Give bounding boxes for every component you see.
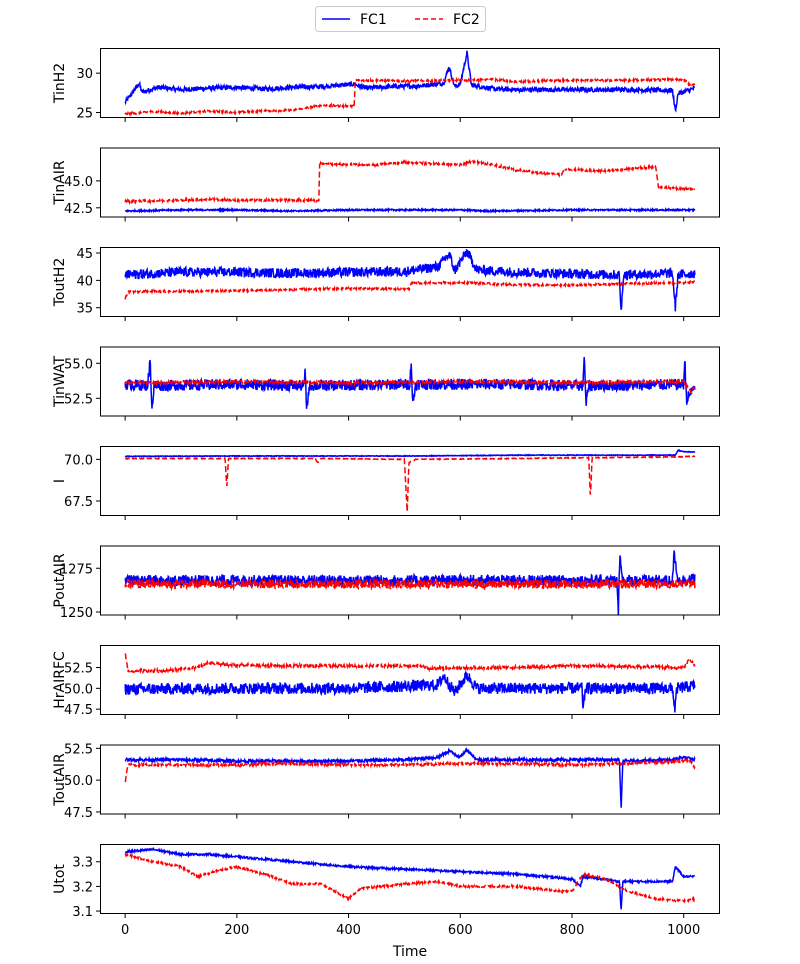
series-line-fc2 [124, 852, 696, 904]
y-tick-label: 3.2 [72, 880, 93, 895]
series-line-fc2 [124, 279, 696, 300]
series-line-fc2 [124, 653, 696, 676]
axes-frame [100, 48, 720, 118]
legend: FC1 FC2 [315, 6, 486, 32]
axes-frame [100, 844, 720, 914]
series-line-fc1 [124, 550, 696, 616]
y-axis-label-tinair: TinAIR [52, 160, 68, 206]
subplot-stack: 2530TinH242.545.0TinAIR354045ToutH252.55… [52, 48, 720, 938]
y-axis-label-hrairfc: HrAIRFC [52, 651, 68, 709]
series-line-fc2 [124, 455, 696, 512]
series-line-fc1 [124, 846, 695, 910]
y-axis-label-poutair: PoutAIR [52, 553, 68, 608]
subplot-touth2: 35 40 45 ToutH2 [52, 247, 720, 321]
x-tick-label: 600 [448, 923, 473, 938]
y-tick-label: 40 [76, 274, 93, 289]
axes-frame [100, 147, 720, 218]
series-line-fc2 [124, 757, 696, 783]
y-tick-label: 47.5 [64, 703, 93, 718]
series-line-fc2 [124, 377, 696, 395]
y-tick-label: 1250 [60, 606, 93, 621]
y-tick-label: 47.5 [64, 806, 93, 821]
x-axis-label: Time [392, 944, 427, 960]
subplot-utot: 3.1 3.2 3.3 Utot 0 200 400 600 800 1000 [52, 844, 720, 938]
x-tick-label: 200 [224, 923, 249, 938]
y-tick-label: 30 [76, 67, 93, 82]
y-axis-label-utot: Utot [52, 864, 68, 894]
series-line-fc1 [124, 448, 696, 458]
series-line-fc2 [124, 158, 696, 206]
series-line-fc1 [124, 248, 696, 312]
y-tick-label: 45 [76, 247, 93, 262]
y-axis-label-i: I [52, 479, 68, 483]
subplot-i: 67.5 70.0 I [52, 446, 720, 520]
axes-frame [100, 645, 720, 715]
y-tick-label: 50.0 [64, 682, 93, 697]
y-tick-label: 3.1 [72, 905, 93, 920]
x-tick-label: 1000 [667, 923, 700, 938]
y-tick-label: 1275 [60, 562, 93, 577]
y-tick-label: 25 [76, 106, 93, 121]
y-axis-label-tinwat: TinWAT [52, 356, 68, 408]
x-tick-label: 0 [121, 923, 129, 938]
y-axis-label-touth2: ToutH2 [52, 258, 68, 308]
x-tick-label: 800 [560, 923, 585, 938]
y-tick-label: 35 [76, 302, 93, 317]
y-tick-label: 70.0 [64, 453, 93, 468]
y-axis-label-tinh2: TinH2 [52, 63, 68, 104]
series-line-fc1 [124, 50, 696, 113]
axes-frame [100, 545, 720, 616]
y-tick-label: 45.0 [64, 175, 93, 190]
y-axis-label-toutair: ToutAIR [52, 753, 68, 807]
series-line-fc1 [124, 746, 696, 808]
x-tick-label: 400 [336, 923, 361, 938]
series-line-fc2 [124, 576, 696, 592]
series-line-fc2 [124, 75, 696, 118]
y-tick-label: 52.5 [64, 662, 93, 677]
y-tick-label: 55.0 [64, 357, 93, 372]
y-tick-label: 3.3 [72, 856, 93, 871]
legend-fc1-label: FC1 [360, 12, 387, 28]
axes-frame [100, 247, 720, 317]
subplot-tinh2: 25 30 TinH2 [52, 48, 720, 122]
axes-frame [100, 346, 720, 417]
axes-frame [100, 446, 720, 516]
axes-frame [100, 744, 720, 815]
y-tick-label: 50.0 [64, 774, 93, 789]
y-tick-label: 42.5 [64, 202, 93, 217]
series-line-fc1 [124, 671, 696, 713]
series-line-fc1 [124, 206, 696, 214]
legend-fc2-label: FC2 [453, 12, 480, 28]
y-tick-label: 67.5 [64, 495, 93, 510]
y-tick-label: 52.5 [64, 392, 93, 407]
y-tick-label: 52.5 [64, 742, 93, 757]
legend-box [315, 6, 486, 32]
